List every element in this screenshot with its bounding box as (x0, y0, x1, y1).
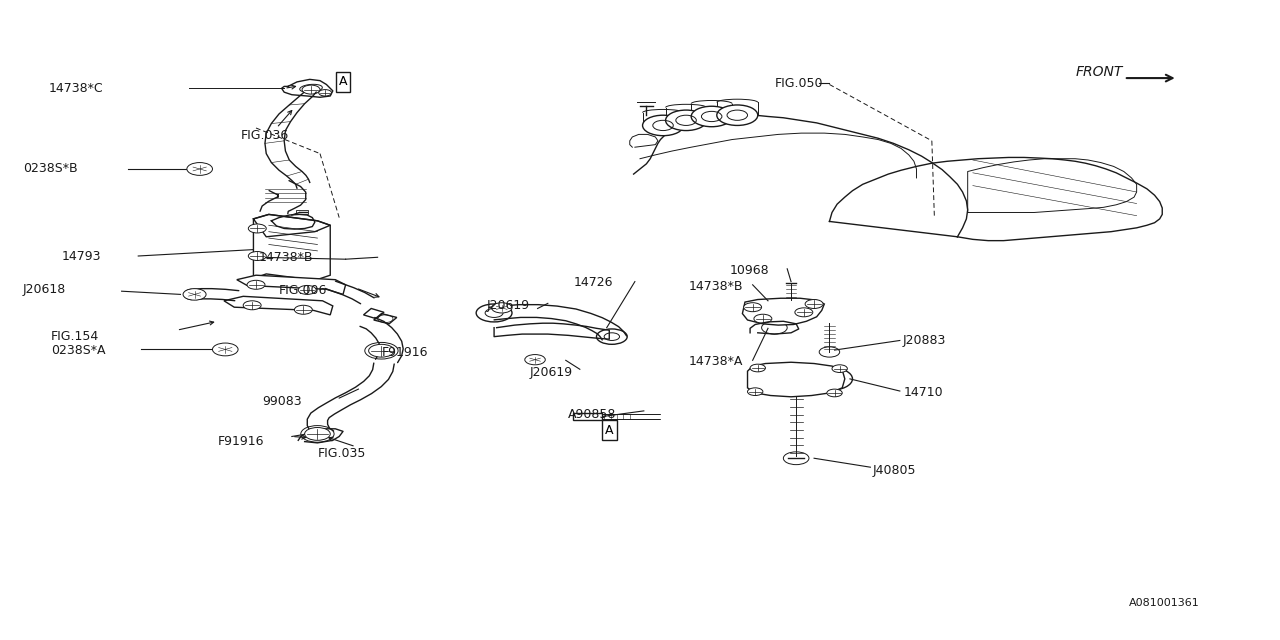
Text: 14793: 14793 (61, 250, 101, 262)
Circle shape (643, 115, 684, 136)
Circle shape (783, 452, 809, 465)
Polygon shape (748, 362, 845, 397)
Text: 14710: 14710 (904, 387, 943, 399)
Circle shape (525, 355, 545, 365)
Text: 0238S*B: 0238S*B (23, 163, 78, 175)
Circle shape (827, 389, 842, 397)
Circle shape (247, 280, 265, 289)
Text: A90858: A90858 (568, 408, 617, 421)
Text: 99083: 99083 (262, 396, 302, 408)
Circle shape (248, 252, 266, 260)
Circle shape (806, 367, 852, 390)
Circle shape (476, 304, 512, 322)
Circle shape (666, 110, 707, 131)
Polygon shape (237, 275, 346, 294)
Circle shape (369, 344, 394, 357)
Text: FRONT: FRONT (1075, 65, 1123, 79)
Circle shape (819, 347, 840, 357)
Text: 14726: 14726 (573, 276, 613, 289)
Text: 0238S*A: 0238S*A (51, 344, 106, 356)
Circle shape (243, 301, 261, 310)
Text: F91916: F91916 (381, 346, 428, 358)
Circle shape (248, 224, 266, 233)
Circle shape (795, 308, 813, 317)
Circle shape (748, 388, 763, 396)
Circle shape (754, 314, 772, 323)
Text: 14738*B: 14738*B (689, 280, 744, 292)
Text: F91916: F91916 (218, 435, 264, 448)
Text: FIG.036: FIG.036 (241, 129, 289, 142)
Circle shape (492, 303, 512, 313)
Circle shape (305, 428, 330, 440)
Text: 10968: 10968 (730, 264, 769, 276)
Text: FIG.050: FIG.050 (774, 77, 823, 90)
Circle shape (717, 105, 758, 125)
Text: J40805: J40805 (873, 464, 916, 477)
Polygon shape (253, 214, 330, 280)
Circle shape (187, 163, 212, 175)
Circle shape (805, 300, 823, 308)
Text: J20618: J20618 (23, 283, 67, 296)
Text: J20619: J20619 (486, 300, 530, 312)
Text: 14738*C: 14738*C (49, 82, 104, 95)
Polygon shape (224, 296, 333, 315)
Bar (573, 413, 602, 420)
Text: A081001361: A081001361 (1129, 598, 1199, 608)
Text: FIG.154: FIG.154 (51, 330, 100, 342)
Text: 14738*B: 14738*B (259, 251, 314, 264)
Circle shape (294, 305, 312, 314)
Text: A: A (605, 424, 613, 436)
Text: FIG.006: FIG.006 (279, 284, 328, 297)
Text: A: A (339, 76, 347, 88)
Text: J20619: J20619 (530, 366, 573, 379)
Circle shape (183, 289, 206, 300)
Text: J20883: J20883 (902, 334, 946, 347)
Text: 14738*A: 14738*A (689, 355, 742, 368)
Circle shape (750, 364, 765, 372)
Polygon shape (742, 298, 824, 325)
Circle shape (691, 106, 732, 127)
Circle shape (302, 85, 320, 94)
Circle shape (596, 329, 627, 344)
Circle shape (298, 285, 316, 294)
Circle shape (319, 90, 332, 96)
Circle shape (212, 343, 238, 356)
Bar (296, 210, 308, 214)
Circle shape (832, 365, 847, 372)
Text: FIG.035: FIG.035 (317, 447, 366, 460)
Circle shape (744, 303, 762, 312)
